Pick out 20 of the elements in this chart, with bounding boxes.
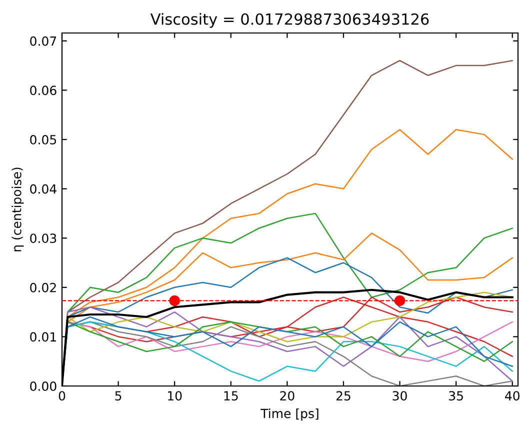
chart-title: Viscosity = 0.017298873063493126 [150,13,429,28]
y-tick-label: 0.04 [30,184,56,194]
y-tick-label: 0.07 [30,36,56,46]
y-tick-label: 0.05 [30,134,56,144]
y-tick-label: 0.06 [30,86,56,96]
x-tick-label: 20 [280,391,294,401]
x-tick-label: 10 [168,391,182,401]
x-tick-label: 35 [449,391,463,401]
y-tick-label: 0.00 [30,381,56,391]
y-tick-label: 0.03 [30,234,56,244]
x-axis-title: Time [ps] [260,408,318,421]
x-tick-label: 0 [58,391,66,401]
y-tick-label: 0.02 [30,282,56,292]
x-tick-label: 15 [224,391,238,401]
x-tick-label: 40 [505,391,520,401]
y-axis-title: η (centipoise) [12,168,24,252]
x-tick-label: 5 [115,391,122,401]
y-tick-label: 0.01 [30,332,56,342]
x-tick-label: 25 [336,391,350,401]
x-tick-label: 30 [392,391,407,401]
